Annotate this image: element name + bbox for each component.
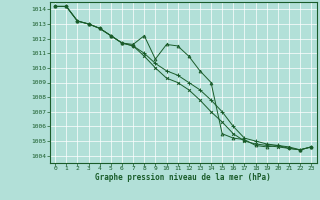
X-axis label: Graphe pression niveau de la mer (hPa): Graphe pression niveau de la mer (hPa) xyxy=(95,173,271,182)
